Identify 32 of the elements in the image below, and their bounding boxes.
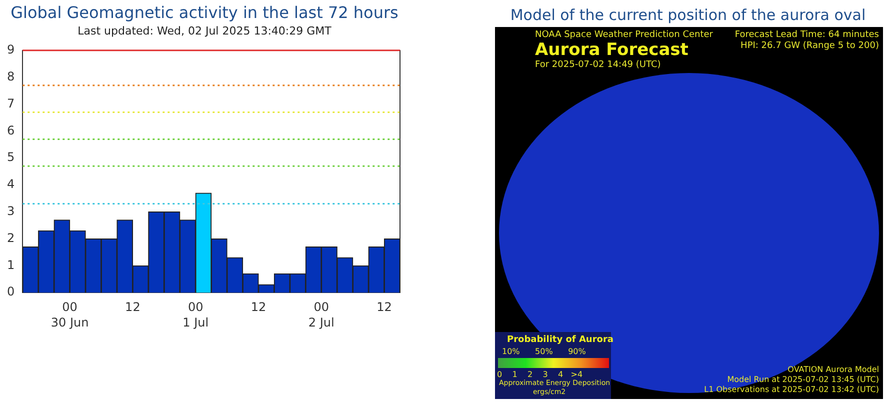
text: Aurora Forecast xyxy=(535,40,688,60)
text: Probability of Aurora xyxy=(507,335,614,345)
x-tick-label: 12 xyxy=(125,300,140,314)
y-tick-label: 7 xyxy=(6,96,15,110)
text: OVATION Aurora Model xyxy=(788,365,879,374)
y-tick-label: 0 xyxy=(6,284,15,299)
text: 1 Jul xyxy=(182,316,209,330)
y-tick-label: 9 xyxy=(6,42,15,57)
y-tick-label: 3 xyxy=(6,204,15,218)
chart-title: Global Geomagnetic activity in the last 72 hours xyxy=(10,2,398,22)
x-tick-label: 00 xyxy=(188,300,204,314)
text: L1 Observations at 2025-07-02 13:42 (UTC) xyxy=(704,385,879,394)
y-tick-label: 1 xyxy=(6,258,15,272)
text: 0 1 2 3 4 >4 xyxy=(497,370,583,379)
y-tick-label: 8 xyxy=(6,69,15,84)
y-tick-label: 6 xyxy=(6,123,15,138)
x-tick-label: 00 xyxy=(314,300,330,314)
text: Model of the current position of the aurora oval xyxy=(509,6,867,24)
x-tick-label: 00 xyxy=(62,300,78,314)
text: 2 Jul xyxy=(308,316,334,330)
text: 30 Jun xyxy=(50,316,89,330)
y-tick-label: 5 xyxy=(6,150,15,164)
x-tick-label: 12 xyxy=(250,300,266,314)
text: Forecast Lead Time: 64 minutes xyxy=(734,30,879,40)
y-tick-label: 2 xyxy=(6,230,15,245)
chart-subtitle: Last updated: Wed, 02 Jul 2025 13:40:29 GMT xyxy=(78,24,332,38)
x-tick-label: 12 xyxy=(376,300,392,314)
y-tick-label: 4 xyxy=(6,177,15,192)
text: HPI: 26.7 GW (Range 5 to 200) xyxy=(740,41,879,51)
text: For 2025-07-02 14:49 (UTC) xyxy=(535,60,661,70)
text: 10% 50% 90% xyxy=(502,347,586,356)
text: NOAA Space Weather Prediction Center xyxy=(535,30,713,40)
